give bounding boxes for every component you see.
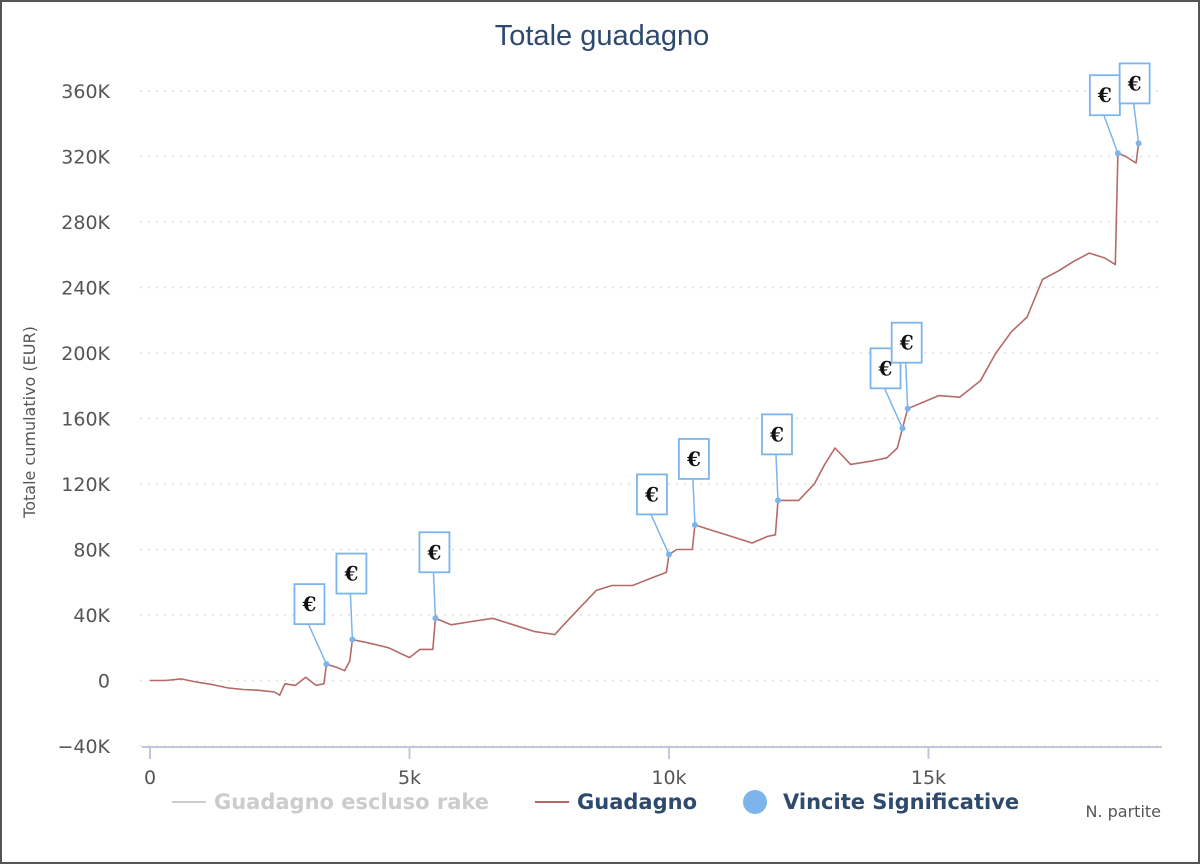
marker-connector	[775, 454, 779, 501]
marker-flag	[890, 321, 923, 364]
euro-icon: €	[301, 592, 316, 616]
y-tick-label: 120K	[61, 474, 110, 496]
y-axis-label: Totale cumulativo (EUR)	[20, 326, 39, 519]
euro-icon: €	[426, 540, 441, 564]
y-tick-label: 200K	[61, 343, 110, 365]
euro-icon: €	[686, 447, 701, 471]
y-tick-label: 320K	[61, 147, 110, 169]
euro-icon: €	[769, 422, 784, 446]
marker-connector	[307, 623, 328, 665]
marker-point	[432, 615, 439, 622]
chart-title: Totale guadagno	[495, 20, 709, 52]
marker-point	[1135, 140, 1142, 147]
marker-point	[774, 497, 781, 504]
marker-flag	[1118, 62, 1151, 105]
marker-connector	[650, 514, 670, 555]
marker-connector	[432, 572, 437, 619]
grid-lines	[140, 90, 1162, 747]
y-tick-label: −40K	[57, 736, 110, 758]
marker-point	[899, 425, 906, 432]
marker-point	[904, 405, 911, 412]
y-tick-label: 0	[98, 671, 110, 693]
marker-connector	[1132, 103, 1140, 144]
marker-flag	[293, 583, 326, 626]
marker-flag	[678, 438, 710, 480]
legend-item-guadagno[interactable]: Guadagno	[535, 790, 697, 814]
marker-connector	[349, 593, 354, 640]
legend-line-icon	[172, 801, 206, 803]
y-tick-label: 240K	[61, 278, 110, 300]
legend-line-icon	[535, 801, 570, 803]
x-tick-label: 0	[144, 767, 156, 789]
euro-icon: €	[1127, 71, 1142, 95]
marker-connector	[883, 388, 904, 429]
euro-icon: €	[899, 331, 914, 355]
legend-item-guadagno-escluso-rake[interactable]: Guadagno escluso rake	[172, 790, 489, 814]
y-tick-label: 280K	[61, 212, 110, 234]
x-tick-label: 10k	[651, 767, 686, 789]
axes	[142, 746, 1162, 759]
x-tick-label: 15k	[911, 767, 946, 789]
legend-label: Guadagno escluso rake	[214, 790, 490, 814]
tick-labels: −40K 0 40K 80K 120K 160K 200K 240K 280K 320K 360K 0…	[57, 81, 946, 789]
marker-point	[349, 636, 356, 643]
legend-label: Guadagno	[577, 790, 698, 814]
y-tick-label: 360K	[61, 81, 110, 103]
marker-flag	[761, 413, 793, 456]
euro-icon: €	[343, 562, 358, 586]
x-tick-label: 5k	[398, 767, 421, 789]
series-line-guadagno	[150, 143, 1140, 697]
x-axis-label: N. partite	[1085, 802, 1161, 821]
marker-flag	[1088, 74, 1121, 117]
legend-label: Vincite Significative	[783, 790, 1020, 814]
marker-flag	[418, 531, 451, 574]
legend: Guadagno escluso rake Guadagno Vincite S…	[172, 790, 1065, 814]
marker-flag	[869, 347, 902, 390]
marker-point	[1114, 150, 1121, 157]
marker-flag	[636, 473, 668, 516]
legend-dot-icon	[743, 790, 768, 814]
series-layer	[150, 143, 1140, 697]
markers-layer: €€€€€€€€€ €	[293, 62, 1151, 668]
marker-connector	[692, 478, 696, 525]
marker-flag	[335, 552, 368, 595]
marker-connector	[1103, 114, 1119, 154]
y-tick-label: 40K	[73, 605, 110, 627]
y-tick-label: 160K	[61, 409, 110, 431]
marker-point	[323, 661, 330, 668]
y-tick-label: 80K	[73, 540, 110, 562]
marker-connector	[904, 362, 909, 409]
legend-item-vincite-significative[interactable]: Vincite Significative	[743, 790, 1019, 814]
euro-icon: €	[644, 482, 659, 506]
marker-point	[691, 521, 698, 528]
marker-point	[665, 551, 672, 558]
euro-icon: €	[1097, 83, 1112, 107]
euro-icon: €	[878, 356, 893, 380]
